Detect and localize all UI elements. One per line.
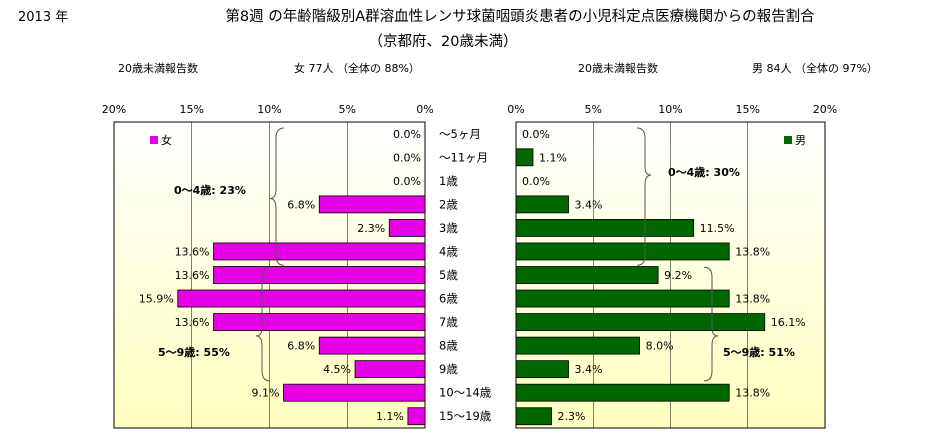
category-label: 9歳 [439,362,458,376]
male-value-label: 1.1% [539,151,567,164]
female-value-label: 15.9% [139,293,174,306]
female-x-tick-label: 15% [180,103,204,116]
male-x-tick-label: 20% [813,103,837,116]
male-legend-label: 男 [795,134,806,147]
male-count-label: 20歳未満報告数 [578,62,658,75]
female-value-label: 13.6% [175,269,210,282]
chart-subtitle: （京都府、20歳未満） [369,33,518,50]
male-value-label: 16.1% [771,316,806,329]
male-value-label: 13.8% [735,293,770,306]
male-bar [515,313,766,331]
male-bar [515,383,730,402]
male-x-tick-label: 15% [736,103,760,116]
category-label: ～5ヶ月 [439,127,481,141]
female-bar [213,313,426,331]
male-value-label: 13.8% [735,245,770,258]
category-label: 8歳 [439,339,458,353]
female-brace-0-4 [269,127,285,266]
male-value-label: 3.4% [575,363,603,376]
female-x-tick-label: 20% [102,103,126,116]
category-label: 4歳 [439,244,458,258]
male-value-label: 0.0% [522,175,550,188]
category-label: 1歳 [439,174,458,188]
female-count-label: 20歳未満報告数 [118,62,198,75]
female-value-label: 0.0% [393,175,421,188]
category-label: 15～19歳 [439,409,492,423]
category-label: 3歳 [439,221,458,235]
female-value-label: 0.0% [393,128,421,141]
male-legend-swatch [784,136,792,144]
female-value-label: 2.3% [357,222,385,235]
female-legend-label: 女 [161,133,172,147]
male-bar [515,289,730,308]
female-bar [354,360,426,379]
male-x-tick-label: 5% [585,103,602,116]
male-x-tick-label: 0% [507,103,524,116]
category-label: 5歳 [439,268,458,282]
male-bar [515,148,534,167]
female-annotation-5-9: 5～9歳: 55% [158,345,230,359]
male-bar [515,242,730,261]
female-legend-swatch [150,136,158,144]
female-x-tick-label: 5% [339,103,356,116]
female-x-tick-label: 0% [416,103,433,116]
category-label: 2歳 [439,197,458,211]
male-value-label: 2.3% [558,410,586,423]
male-value-label: 8.0% [646,340,674,353]
male-value-label: 11.5% [700,222,735,235]
female-bar [318,336,426,355]
female-value-label: 1.1% [376,410,404,423]
female-x-tick-label: 10% [257,103,281,116]
male-bar [515,266,659,284]
male-value-label: 9.2% [664,269,692,282]
category-label: 6歳 [439,292,458,306]
female-count-value: 女 77人 （全体の 88%） [294,61,420,75]
female-value-label: 9.1% [252,387,280,400]
female-value-label: 4.5% [323,363,351,376]
female-bar [283,383,426,402]
female-bar [407,407,426,426]
female-bar [318,195,426,214]
female-brace-5-9 [255,266,271,382]
chart-title: 第8週 の年齢階級別A群溶血性レンサ球菌咽頭炎患者の小児科定点医療機関からの報告… [225,7,815,25]
male-value-label: 0.0% [522,128,550,141]
category-label: 10～14歳 [439,386,492,400]
male-bar [515,195,569,214]
male-count-value: 男 84人 （全体の 97%） [752,61,878,75]
female-bar [213,242,426,261]
male-bar [515,336,640,355]
male-value-label: 3.4% [575,198,603,211]
female-value-label: 13.6% [175,245,210,258]
male-value-label: 13.8% [735,387,770,400]
female-value-label: 0.0% [393,151,421,164]
female-value-label: 6.8% [287,340,315,353]
category-label: 7歳 [439,315,458,329]
male-bar [515,360,569,379]
female-bar [388,219,426,237]
female-value-label: 13.6% [175,316,210,329]
male-bar [515,219,695,237]
female-bar [213,266,426,284]
male-bar [515,407,552,426]
year-label: 2013 年 [18,10,68,25]
male-brace-5-9 [703,266,719,382]
male-annotation-5-9: 5～9歳: 51% [723,345,795,359]
female-annotation-0-4: 0～4歳: 23% [174,183,246,197]
category-label: ～11ヶ月 [439,150,488,164]
male-x-tick-label: 10% [658,103,682,116]
male-annotation-0-4: 0～4歳: 30% [668,165,740,179]
female-bar [177,289,426,308]
male-brace-0-4 [636,127,652,266]
female-value-label: 6.8% [287,198,315,211]
